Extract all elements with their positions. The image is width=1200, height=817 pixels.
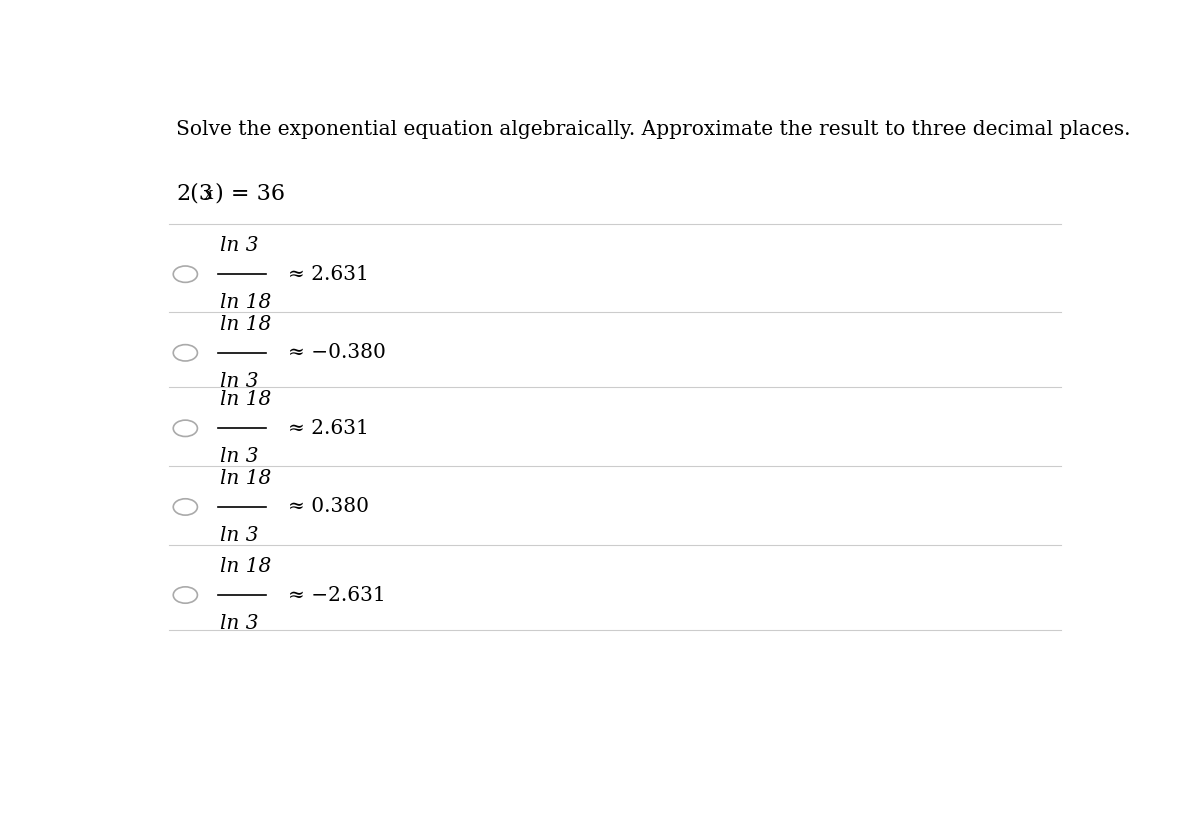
Text: ln 3: ln 3 xyxy=(220,447,258,467)
Text: ln 3: ln 3 xyxy=(220,236,258,256)
Text: 2(3: 2(3 xyxy=(176,183,214,205)
Text: ln 3: ln 3 xyxy=(220,614,258,633)
Text: ln 18: ln 18 xyxy=(220,293,271,312)
Text: ≈ 2.631: ≈ 2.631 xyxy=(288,265,368,283)
Text: ln 18: ln 18 xyxy=(220,557,271,576)
Text: ≈ 0.380: ≈ 0.380 xyxy=(288,498,368,516)
Text: ≈ 2.631: ≈ 2.631 xyxy=(288,419,368,438)
Text: Solve the exponential equation algebraically. Approximate the result to three de: Solve the exponential equation algebraic… xyxy=(176,120,1130,139)
Text: ln 18: ln 18 xyxy=(220,315,271,334)
Text: ≈ −0.380: ≈ −0.380 xyxy=(288,343,385,362)
Text: x: x xyxy=(204,186,212,203)
Text: ≈ −2.631: ≈ −2.631 xyxy=(288,586,385,605)
Text: ln 3: ln 3 xyxy=(220,372,258,391)
Text: ) = 36: ) = 36 xyxy=(215,183,286,205)
Text: ln 3: ln 3 xyxy=(220,526,258,545)
Text: ln 18: ln 18 xyxy=(220,391,271,409)
Text: ln 18: ln 18 xyxy=(220,469,271,488)
